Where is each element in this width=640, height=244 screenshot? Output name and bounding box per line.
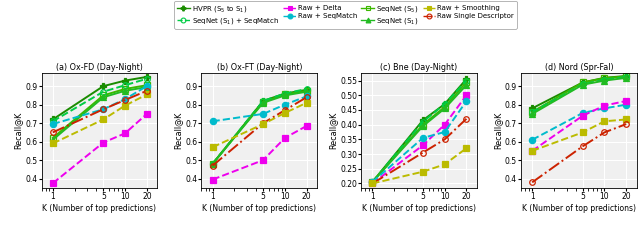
- Title: (a) Ox-FD (Day-Night): (a) Ox-FD (Day-Night): [56, 63, 143, 72]
- Title: (c) Bne (Day-Night): (c) Bne (Day-Night): [380, 63, 458, 72]
- Y-axis label: Recall@K: Recall@K: [13, 112, 22, 149]
- X-axis label: K (Number of top predictions): K (Number of top predictions): [202, 204, 316, 213]
- Y-axis label: Recall@K: Recall@K: [173, 112, 182, 149]
- Legend: HVPR (S$_5$ to S$_1$), SeqNet (S$_1$) + SeqMatch, Raw + Delta, Raw + SeqMatch, S: HVPR (S$_5$ to S$_1$), SeqNet (S$_1$) + …: [175, 1, 516, 29]
- X-axis label: K (Number of top predictions): K (Number of top predictions): [362, 204, 476, 213]
- X-axis label: K (Number of top predictions): K (Number of top predictions): [522, 204, 636, 213]
- Title: (b) Ox-FT (Day-Night): (b) Ox-FT (Day-Night): [216, 63, 302, 72]
- Title: (d) Nord (Spr-Fal): (d) Nord (Spr-Fal): [545, 63, 613, 72]
- X-axis label: K (Number of top predictions): K (Number of top predictions): [42, 204, 157, 213]
- Y-axis label: Recall@K: Recall@K: [328, 112, 337, 149]
- Y-axis label: Recall@K: Recall@K: [493, 112, 502, 149]
